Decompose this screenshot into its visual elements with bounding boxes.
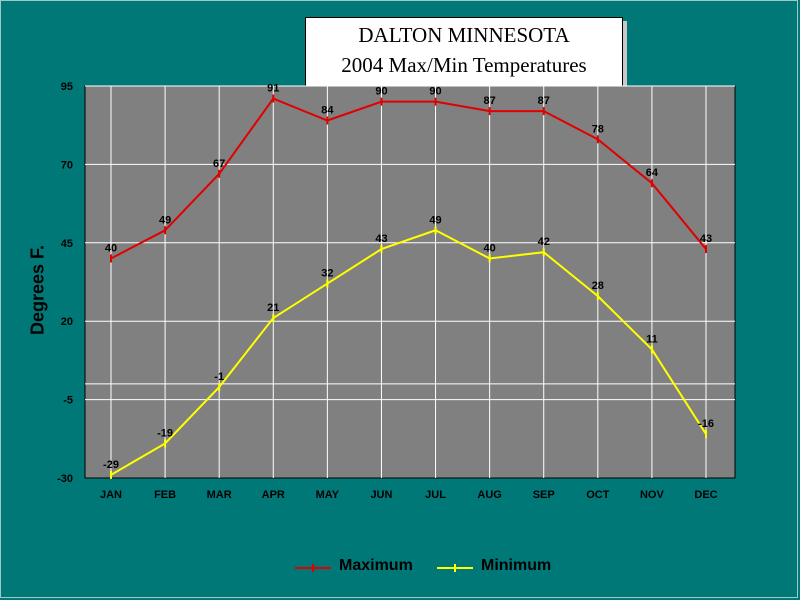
data-label-minimum: 42 — [538, 236, 550, 248]
x-tick-label: FEB — [154, 489, 176, 501]
y-tick-label: 45 — [61, 238, 73, 250]
legend-swatch-minimum — [437, 564, 473, 572]
chart-subtitle: 2004 Max/Min Temperatures — [341, 53, 587, 77]
plot-area — [84, 85, 736, 479]
x-tick-label: MAY — [316, 489, 340, 501]
y-tick-label: 70 — [61, 159, 73, 171]
legend-label-maximum: Maximum — [339, 557, 413, 574]
data-label-minimum: 49 — [429, 214, 441, 226]
data-label-maximum: 87 — [538, 95, 550, 107]
y-tick-label: 20 — [61, 316, 73, 328]
legend-label-minimum: Minimum — [481, 557, 552, 574]
x-tick-label: JUL — [425, 489, 446, 501]
data-label-minimum: -16 — [698, 418, 714, 430]
x-tick-label: JUN — [370, 489, 392, 501]
y-tick-label: 95 — [61, 81, 73, 93]
data-label-minimum: -1 — [214, 371, 224, 383]
x-tick-label: JAN — [100, 489, 122, 501]
data-label-minimum: 43 — [375, 233, 387, 245]
data-label-maximum: 43 — [700, 233, 712, 245]
data-label-minimum: -19 — [157, 428, 173, 440]
data-label-minimum: 11 — [646, 333, 658, 345]
data-label-maximum: 40 — [105, 242, 117, 254]
x-tick-label: OCT — [586, 489, 610, 501]
x-tick-label: APR — [262, 489, 285, 501]
data-label-minimum: 28 — [592, 280, 604, 292]
x-tick-label: AUG — [477, 489, 501, 501]
data-label-maximum: 49 — [159, 214, 171, 226]
x-tick-label: DEC — [694, 489, 717, 501]
x-tick-label: NOV — [640, 489, 665, 501]
data-label-maximum: 90 — [375, 86, 387, 98]
data-label-maximum: 91 — [267, 83, 279, 95]
y-tick-label: -30 — [57, 473, 73, 485]
data-label-minimum: 32 — [321, 268, 333, 280]
series-line-minimum — [110, 229, 707, 476]
x-tick-label: SEP — [533, 489, 555, 501]
data-label-minimum: 21 — [267, 302, 279, 314]
x-tick-label: MAR — [207, 489, 232, 501]
y-tick-label: -5 — [63, 395, 73, 407]
data-label-minimum: 40 — [484, 242, 496, 254]
legend-swatch-maximum — [295, 564, 331, 572]
data-label-maximum: 84 — [321, 104, 334, 116]
chart-title: DALTON MINNESOTA — [358, 23, 570, 47]
data-label-minimum: -29 — [103, 459, 119, 471]
data-label-maximum: 67 — [213, 158, 225, 170]
data-label-maximum: 90 — [429, 86, 441, 98]
data-label-maximum: 87 — [484, 95, 496, 107]
data-label-maximum: 64 — [646, 167, 659, 179]
series-line-maximum — [110, 97, 707, 260]
data-label-maximum: 78 — [592, 123, 604, 135]
